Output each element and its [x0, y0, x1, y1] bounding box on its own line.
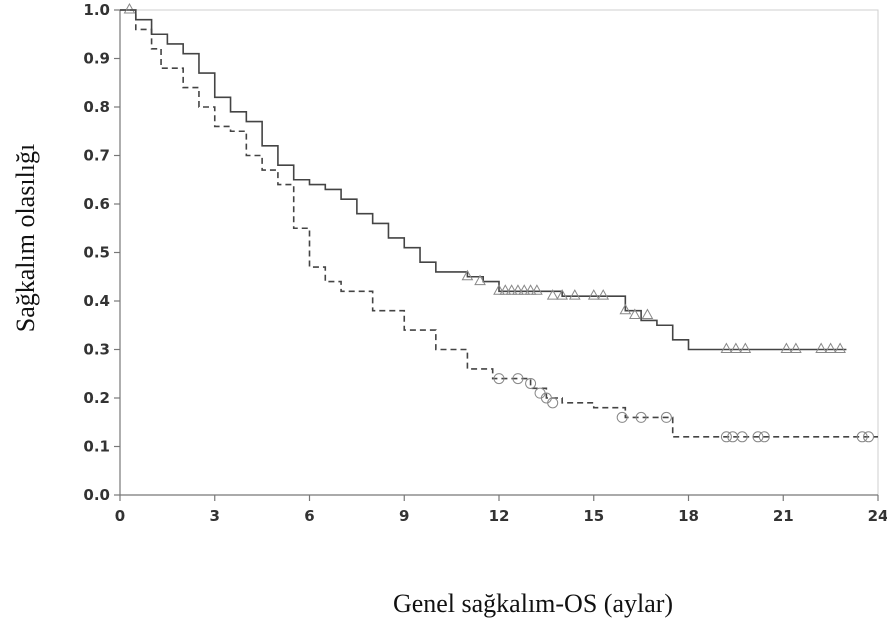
censor-marker-triangle [474, 274, 486, 286]
censor-marker-circle [727, 431, 739, 443]
censor-marker-triangle [815, 342, 827, 353]
censor-marker-triangle [720, 342, 733, 353]
censor-marker-triangle [499, 284, 512, 295]
series-layer [120, 2, 878, 443]
censor-marker-triangle [824, 342, 837, 353]
censor-marker-circle [856, 431, 868, 443]
censor-marker-triangle [556, 289, 569, 300]
censor-marker-triangle [461, 269, 474, 281]
y-tick-label: 0.4 [83, 292, 110, 310]
y-tick-label: 0.1 [83, 438, 110, 456]
censor-marker-triangle [505, 284, 518, 295]
censor-marker-circle [635, 411, 647, 423]
censor-marker-circle [758, 431, 770, 443]
censor-marker-triangle [619, 303, 632, 315]
y-axis-ticks: 0.0 0.1 0.2 0.3 0.4 0.5 0.6 0.7 0.8 0.9 1.0 [83, 1, 120, 504]
censor-marker-circle [616, 411, 628, 423]
censor-marker-triangle [568, 289, 581, 300]
censor-marker-circle [534, 387, 546, 399]
censor-marker-circle [863, 431, 875, 443]
plot-frame [119, 9, 879, 496]
x-tick-label: 15 [583, 507, 604, 525]
censor-marker-circle [493, 373, 505, 385]
y-tick-label: 0.6 [83, 195, 110, 213]
censor-marker-triangle [790, 342, 802, 353]
survival-curve-2 [120, 9, 878, 438]
x-tick-label: 0 [115, 507, 125, 525]
y-tick-label: 0.0 [83, 486, 110, 504]
censor-marker-triangle [739, 342, 752, 353]
y-axis-title: Sağkalım olasılığı [11, 144, 40, 333]
censor-marker-circle [720, 431, 732, 443]
y-tick-label: 0.9 [83, 50, 110, 68]
x-tick-label: 9 [399, 507, 409, 525]
censor-marker-circle [547, 397, 559, 409]
censor-marker-triangle [730, 342, 742, 353]
survival-curve-1 [120, 9, 847, 351]
censor-marker-triangle [493, 284, 505, 295]
x-tick-label: 3 [210, 507, 220, 525]
censor-marker-circle [660, 411, 672, 423]
censor-marker-triangle [512, 284, 524, 295]
x-tick-label: 6 [304, 507, 314, 525]
x-tick-label: 12 [489, 507, 510, 525]
x-tick-label: 24 [868, 507, 887, 525]
y-tick-label: 0.5 [83, 244, 110, 262]
y-tick-label: 0.7 [83, 147, 110, 165]
censor-marker-circle [525, 377, 537, 389]
censor-marker-triangle [518, 284, 531, 295]
x-axis-ticks: 0 3 6 9 12 15 18 21 24 [115, 495, 887, 525]
censor-marker-triangle [587, 289, 600, 300]
censor-marker-triangle [597, 289, 610, 300]
censor-marker-triangle [834, 342, 846, 353]
y-tick-label: 0.8 [83, 98, 110, 116]
x-axis-title: Genel sağkalım-OS (aylar) [393, 589, 673, 618]
censor-marker-triangle [546, 289, 559, 300]
censor-marker-triangle [628, 308, 641, 320]
x-tick-label: 21 [773, 507, 794, 525]
censor-marker-triangle [780, 342, 793, 353]
censor-marker-triangle [123, 2, 136, 14]
censor-marker-triangle [524, 284, 537, 295]
y-tick-label: 0.3 [83, 341, 110, 359]
y-tick-label: 0.2 [83, 389, 110, 407]
censor-marker-circle [512, 373, 524, 385]
censor-marker-triangle [641, 308, 654, 320]
censor-marker-circle [736, 431, 748, 443]
censor-marker-circle [752, 431, 764, 443]
y-tick-label: 1.0 [83, 1, 110, 19]
x-tick-label: 18 [678, 507, 699, 525]
censor-marker-triangle [531, 284, 543, 295]
